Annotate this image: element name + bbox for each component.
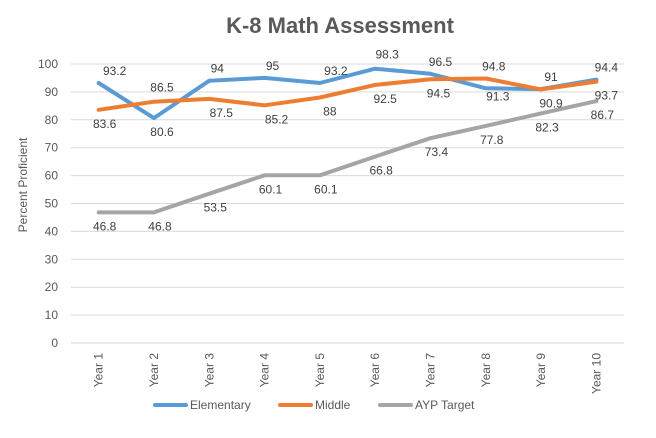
x-tick-label: Year 3 (202, 353, 216, 388)
data-label: 87.5 (210, 106, 234, 120)
data-labels: 93.2 80.6 94 95 93.2 98.3 96.5 91.3 91 94.4 83.6 86… (93, 48, 618, 234)
data-label: 80.6 (150, 125, 174, 139)
series-line-middle (96, 76, 599, 112)
data-label: 91.3 (486, 89, 510, 103)
data-label: 98.3 (375, 48, 399, 62)
x-tick-label: Year 7 (423, 353, 437, 388)
series-line-ayp-target (96, 99, 599, 215)
y-tick-label: 0 (51, 336, 58, 350)
data-label: 85.2 (265, 112, 289, 126)
y-tick-label: 90 (45, 85, 59, 99)
legend-label: AYP Target (415, 398, 475, 412)
y-tick-label: 100 (38, 57, 58, 71)
y-tick-label: 20 (45, 280, 59, 294)
legend-label: Elementary (190, 398, 251, 412)
chart-title: K-8 Math Assessment (226, 13, 454, 38)
y-tick-label: 30 (45, 252, 59, 266)
data-label: 60.1 (314, 182, 338, 196)
x-tick-label: Year 9 (534, 353, 548, 388)
legend: Elementary Middle AYP Target (153, 398, 475, 412)
x-tick-label: Year 1 (92, 353, 106, 388)
data-label: 93.2 (324, 64, 348, 78)
x-tick-label: Year 5 (313, 353, 327, 388)
y-tick-label: 60 (45, 169, 59, 183)
data-label: 73.4 (425, 145, 449, 159)
data-label: 83.6 (93, 117, 117, 131)
data-label: 77.8 (480, 133, 504, 147)
data-label: 93.2 (103, 64, 127, 78)
y-tick-label: 40 (45, 224, 59, 238)
data-label: 94.8 (482, 60, 506, 74)
data-label: 94 (211, 62, 225, 76)
data-label: 66.8 (369, 164, 393, 178)
x-tick-label: Year 4 (258, 353, 272, 388)
y-tick-label: 10 (45, 308, 59, 322)
legend-label: Middle (315, 398, 351, 412)
data-label: 95 (266, 59, 280, 73)
gridlines (71, 63, 624, 344)
x-axis-ticks: Year 1 Year 2 Year 3 Year 4 Year 5 Year 6 Year… (92, 353, 604, 394)
x-tick-label: Year 10 (589, 353, 603, 394)
data-label: 88 (323, 104, 337, 118)
data-label: 82.3 (535, 120, 559, 134)
data-label: 94.5 (427, 86, 451, 100)
data-label: 53.5 (204, 201, 228, 215)
data-label: 92.5 (373, 92, 397, 106)
y-tick-label: 80 (45, 113, 59, 127)
data-label: 90.9 (539, 96, 563, 110)
data-label: 94.4 (595, 61, 619, 75)
data-label: 96.5 (429, 55, 453, 69)
y-axis-ticks: 0 10 20 30 40 50 60 70 80 90 100 (38, 57, 58, 350)
series-lines (96, 66, 599, 215)
x-tick-label: Year 6 (368, 353, 382, 388)
data-label: 91 (544, 70, 558, 84)
data-label: 93.7 (595, 89, 619, 103)
data-label: 60.1 (259, 182, 283, 196)
data-label: 46.8 (148, 219, 172, 233)
data-label: 86.5 (150, 81, 174, 95)
data-label: 86.7 (591, 108, 615, 122)
x-tick-label: Year 8 (479, 353, 493, 388)
data-label: 46.8 (93, 219, 117, 233)
y-tick-label: 50 (45, 197, 59, 211)
y-tick-label: 70 (45, 141, 59, 155)
x-tick-label: Year 2 (147, 353, 161, 388)
y-axis-title: Percent Proficient (16, 137, 30, 232)
